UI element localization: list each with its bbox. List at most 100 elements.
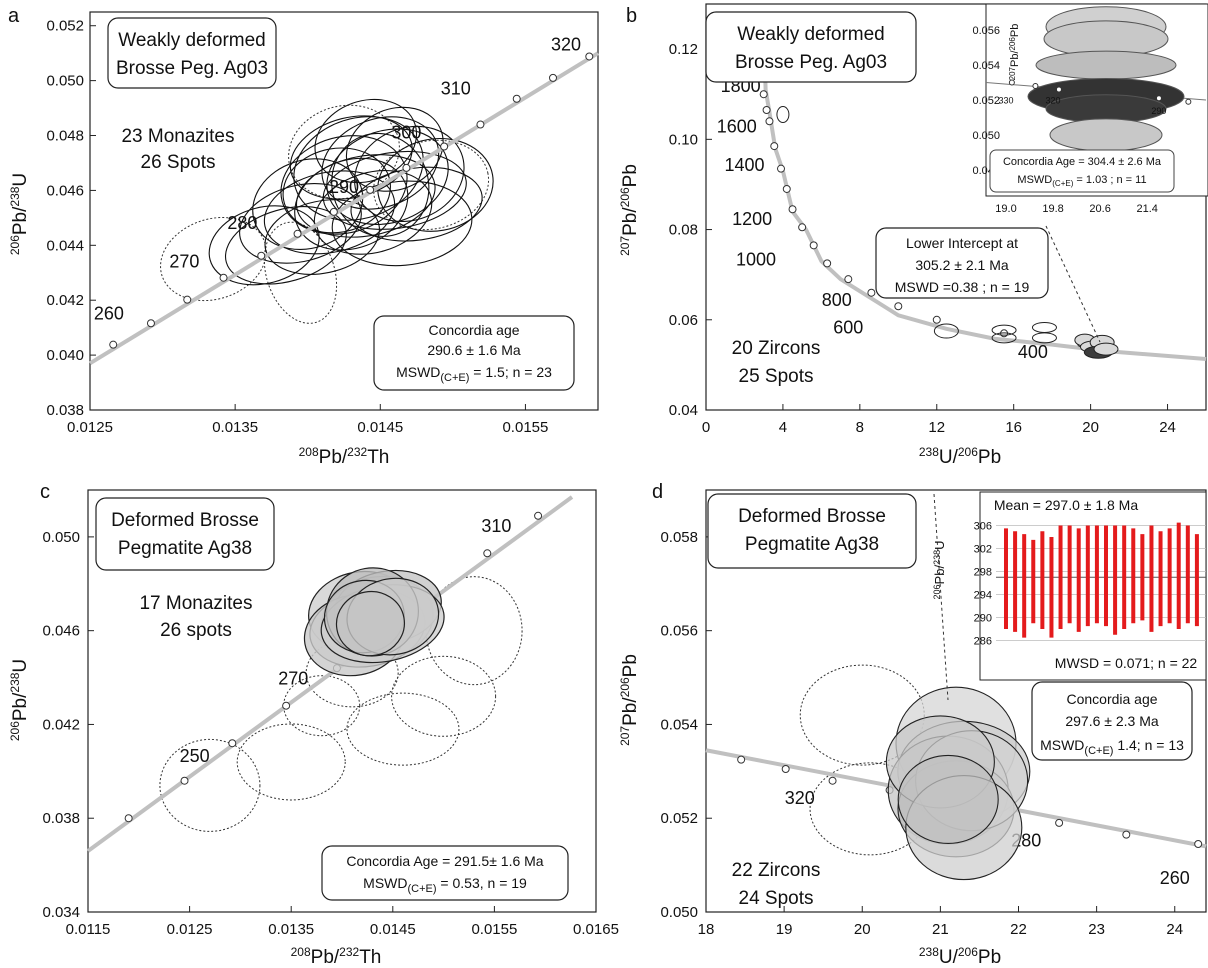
y-tick-label: 0.054 [660,716,698,733]
concordia-age-label: 310 [481,516,511,536]
concordia-age-label: 800 [822,290,852,310]
concordia-marker [770,142,779,151]
concordia-age-label: 400 [1018,342,1048,362]
panel-b-frame [705,3,1207,411]
concordia-marker [109,340,118,349]
y-tick-label: 0.050 [42,529,80,546]
panel-a-title-line2: Brosse Peg. Ag03 [116,58,268,79]
error-ellipse [776,106,790,124]
x-tick-label: 18 [698,921,715,938]
x-tick-label: 23 [1088,921,1105,938]
y-tick-label: 0.12 [669,41,698,58]
panel-a-concordia: 260 270 280 290 300 310 320 [88,34,600,366]
concordia-marker [329,207,338,216]
error-ellipse [897,754,999,845]
x-tick-label: 20 [854,921,871,938]
x-tick-label: 4 [779,419,787,436]
panel-c-xlabel: 208Pb/232Th [291,945,382,968]
inset-ellipse [1035,50,1177,80]
panel-c-title-line1: Deformed Brosse [111,510,259,531]
panel-d-inset: 286 290 294 298 302 306 Mean = 297.0 ± 1.8 Ma… [932,491,1207,681]
panel-d-ylabel: 207Pb/206Pb [618,654,641,746]
inset-bar [1176,522,1181,629]
concordia-marker [762,106,771,115]
panel-d-count-line1: 22 Zircons [732,860,821,881]
inset-bar [1131,528,1136,624]
concordia-age-label: 300 [391,122,421,142]
inset-y-tick-label: 0.052 [972,95,1000,107]
inset-bar [1040,531,1045,629]
panel-b-intercept-box [875,227,1049,299]
concordia-age-label: 270 [169,251,199,271]
inset-y-tick-label: 286 [974,636,992,648]
panel-b-inset-line1: Concordia Age = 304.4 ± 2.6 Ma [1003,156,1162,168]
panel-a-count-line1: 23 Monazites [121,126,234,147]
error-ellipse [252,158,364,250]
error-ellipse [377,137,494,232]
panel-a-frame [89,11,599,411]
x-tick-label: 0.0145 [370,921,416,938]
inset-x-tick-label: 19.0 [995,203,1016,215]
panel-b-ticks: 0 4 8 12 16 20 24 0.04 0.06 0.08 0.10 0.12 [669,41,1176,436]
panel-d-title-line2: Pegmatite Ag38 [745,534,879,555]
error-ellipse [313,169,433,255]
inset-x-tick-label: 20.6 [1089,203,1110,215]
inset-y-tick-label: 302 [974,544,992,556]
panel-b-title-box [705,11,917,83]
inset-y-tick-label: 290 [974,613,992,625]
concordia-age-label: 260 [1160,868,1190,888]
panel-d-inset-mswd: MWSD = 0.071; n = 22 [1055,655,1198,671]
panel-b-intercept-line2: 305.2 ± 2.1 Ma [915,257,1009,273]
inset-bar [1194,534,1199,627]
inset-bar [1085,525,1090,627]
concordia-age-label: 320 [785,788,815,808]
inset-y-tick-label: 306 [974,521,992,533]
y-tick-label: 0.040 [46,347,84,364]
concordia-marker [440,142,449,151]
panel-d-title-box [707,493,917,569]
concordia-marker [867,288,876,297]
panel-b-inset-line2: MSWD(C+E) = 1.03 ; n = 11 [1017,174,1146,188]
panel-d-letter: d [652,481,663,503]
inset-bar [1104,525,1108,627]
inset-marker [1055,86,1062,93]
panel-b-inset-result-box [989,149,1175,193]
panel-a-result-box [373,315,575,391]
x-tick-label: 0.0135 [212,419,258,436]
inset-bar [1058,525,1063,629]
concordia-marker [282,701,291,710]
concordia-marker [585,52,594,61]
concordia-marker [809,241,818,250]
inset-x-tick-label: 19.8 [1042,203,1063,215]
panel-d-count-line2: 24 Spots [739,888,814,909]
panel-c-result-line1: Concordia Age = 291.5± 1.6 Ma [346,853,543,869]
panel-d-inset-ylabel: 206Pb/238U [932,541,947,600]
error-ellipse [933,323,959,339]
panel-c-ellipses [303,567,445,677]
error-ellipse [314,98,418,184]
concordia-age-label: 1200 [732,209,772,229]
panel-c: c 250270290310 0.01150.01250.01350.01450… [8,481,619,968]
inset-bar [1067,525,1072,624]
y-tick-label: 0.046 [46,182,84,199]
inset-marker [1155,95,1162,102]
x-tick-label: 0.0125 [167,921,213,938]
panel-c-ylabel: 206Pb/238U [8,659,31,741]
panel-c-letter: c [40,481,50,503]
inset-bar [1167,528,1172,624]
concordia-marker [1055,818,1064,827]
concordia-marker [219,273,228,282]
inset-bar [1113,525,1118,635]
y-tick-label: 0.056 [660,623,698,640]
inset-age-label: 330 [998,95,1013,105]
concordia-marker [293,229,302,238]
panel-d-xlabel: 238U/206Pb [919,945,1001,968]
y-tick-label: 0.048 [46,128,84,145]
error-ellipse [326,128,449,225]
concordia-curve [761,26,1207,362]
concordia-marker [782,184,791,193]
panel-d-result-box [1031,681,1193,761]
y-tick-label: 0.052 [46,18,84,35]
concordia-marker [798,223,807,232]
y-tick-label: 0.050 [660,904,698,921]
